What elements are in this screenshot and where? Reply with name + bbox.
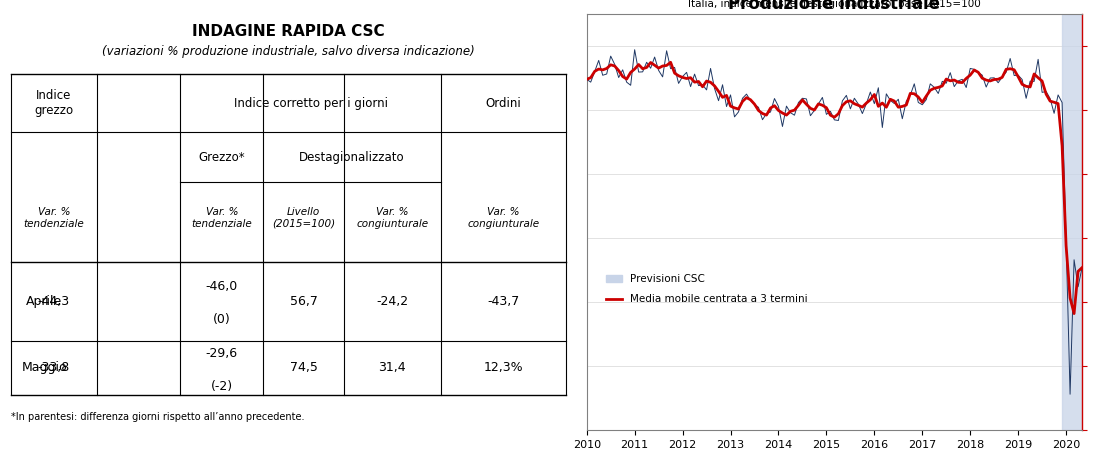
Text: -46,0: -46,0 bbox=[205, 280, 238, 293]
Text: *In parentesi: differenza giorni rispetto all’anno precedente.: *In parentesi: differenza giorni rispett… bbox=[11, 412, 305, 422]
Text: Grezzo*: Grezzo* bbox=[199, 151, 245, 164]
Text: Italia, indice mensile destagionalizzato, base 2015=100: Italia, indice mensile destagionalizzato… bbox=[687, 0, 980, 10]
Legend: Previsioni CSC, Media mobile centrata a 3 termini: Previsioni CSC, Media mobile centrata a … bbox=[602, 270, 812, 308]
Text: -29,6: -29,6 bbox=[205, 347, 238, 360]
Text: Indice
grezzo: Indice grezzo bbox=[34, 89, 73, 117]
Text: Maggio: Maggio bbox=[22, 361, 67, 374]
Text: (0): (0) bbox=[213, 313, 231, 327]
Text: Ordini: Ordini bbox=[485, 96, 521, 110]
Text: (variazioni % produzione industriale, salvo diversa indicazione): (variazioni % produzione industriale, sa… bbox=[102, 45, 474, 58]
Title: Produzione industriale: Produzione industriale bbox=[728, 0, 940, 14]
Text: Var. %
tendenziale: Var. % tendenziale bbox=[24, 207, 84, 229]
Text: Destagionalizzato: Destagionalizzato bbox=[299, 151, 404, 164]
Text: Var. %
congiunturale: Var. % congiunturale bbox=[356, 207, 428, 229]
Text: INDAGINE RAPIDA CSC: INDAGINE RAPIDA CSC bbox=[192, 24, 385, 39]
Text: Livello
(2015=100): Livello (2015=100) bbox=[272, 207, 336, 229]
Text: -43,7: -43,7 bbox=[487, 294, 519, 308]
Text: 31,4: 31,4 bbox=[378, 361, 407, 374]
Text: 56,7: 56,7 bbox=[290, 294, 318, 308]
Text: 74,5: 74,5 bbox=[290, 361, 318, 374]
Text: 12,3%: 12,3% bbox=[483, 361, 524, 374]
Text: -44,3: -44,3 bbox=[38, 294, 70, 308]
Text: Var. %
congiunturale: Var. % congiunturale bbox=[467, 207, 539, 229]
Text: Var. %
tendenziale: Var. % tendenziale bbox=[191, 207, 252, 229]
Text: Aprile: Aprile bbox=[26, 294, 62, 308]
Text: -33,8: -33,8 bbox=[38, 361, 70, 374]
Text: -24,2: -24,2 bbox=[376, 294, 409, 308]
Text: Indice corretto per i giorni: Indice corretto per i giorni bbox=[234, 96, 388, 110]
Text: (-2): (-2) bbox=[211, 380, 233, 393]
Bar bbox=[1062, 14, 1082, 430]
